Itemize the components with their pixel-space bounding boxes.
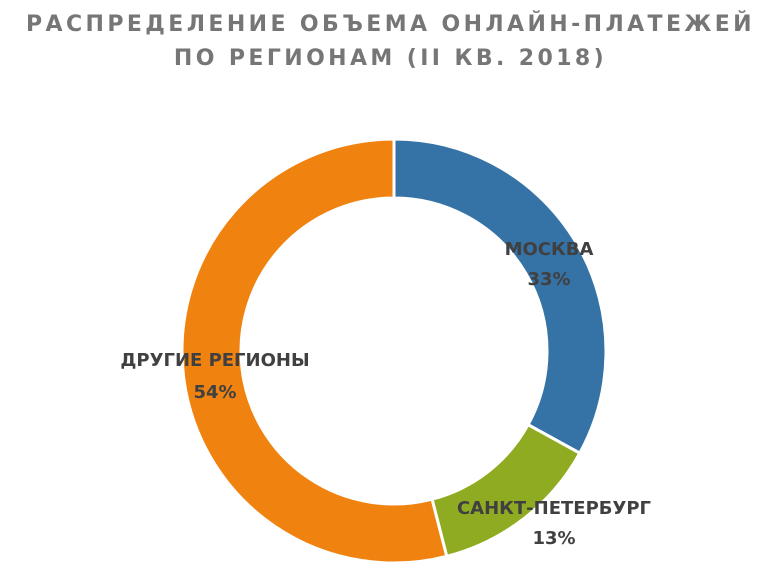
donut-slice-moscow: [392, 137, 608, 456]
donut-slices: [180, 137, 608, 565]
donut-labels: МОСКВА 33% САНКТ-ПЕТЕРБУРГ 13% ДРУГИЕ РЕГИОН…: [120, 239, 651, 549]
slice-value-other-regions: 54%: [193, 382, 236, 403]
chart-title: РАСПРЕДЕЛЕНИЕ ОБЪЕМА ОНЛАЙН-ПЛАТЕЖЕЙ ПО …: [0, 8, 781, 76]
slice-label-other-regions: ДРУГИЕ РЕГИОНЫ: [120, 350, 309, 371]
slice-label-saint-petersburg: САНКТ-ПЕТЕРБУРГ: [457, 498, 651, 519]
slice-label-moscow: МОСКВА: [505, 239, 594, 260]
chart-title-line-2: ПО РЕГИОНАМ (II КВ. 2018): [173, 46, 608, 71]
slice-value-saint-petersburg: 13%: [532, 528, 575, 549]
chart-title-line-1: РАСПРЕДЕЛЕНИЕ ОБЪЕМА ОНЛАЙН-ПЛАТЕЖЕЙ: [26, 12, 755, 37]
donut-slice-other-regions: [180, 137, 449, 565]
slice-value-moscow: 33%: [527, 269, 570, 290]
